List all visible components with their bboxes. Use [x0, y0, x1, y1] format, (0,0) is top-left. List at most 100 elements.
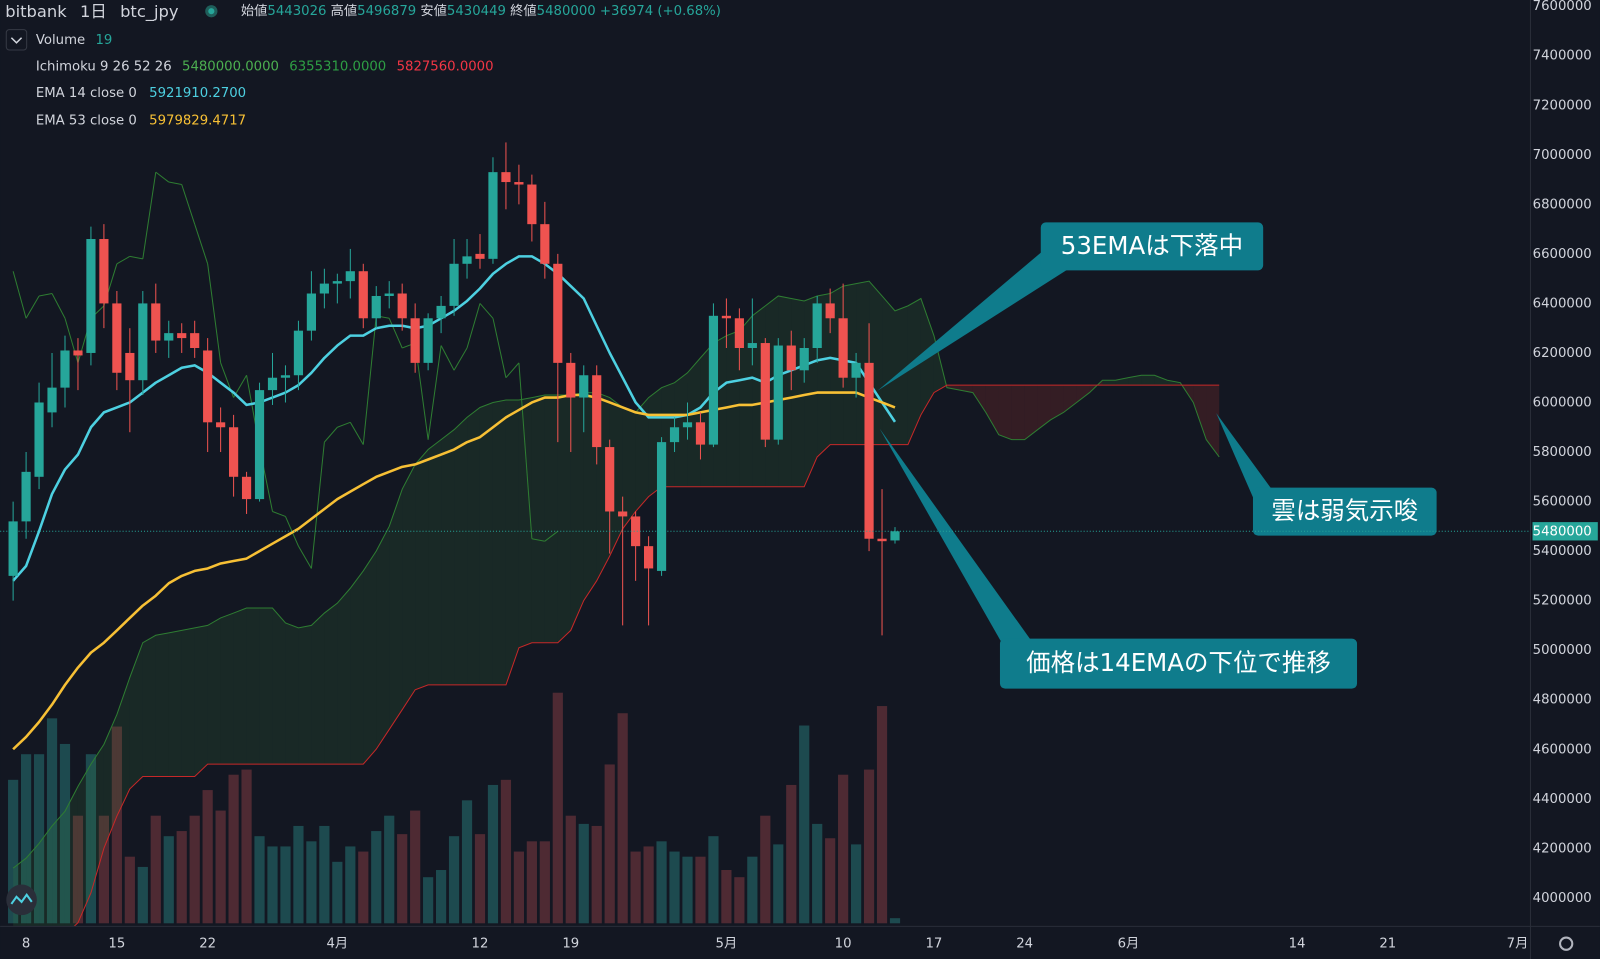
volume-bar [643, 846, 654, 924]
callout-box [1040, 222, 1264, 271]
cloud-segment [985, 385, 999, 435]
y-tick-label: 5800000 [1533, 445, 1592, 460]
lagging-span [272, 510, 286, 517]
candle-body [358, 271, 368, 319]
candles [8, 142, 900, 636]
volume-pane [8, 692, 901, 924]
close-value: 5480000 [537, 4, 596, 19]
candle-body [721, 315, 731, 319]
span-a-line [12, 280, 1220, 869]
ichimoku-value: 6355310.0000 [289, 59, 386, 74]
cloud-segment [129, 642, 143, 789]
volume-bar [500, 779, 512, 924]
candle-body [203, 350, 213, 423]
cloud-segment [389, 489, 403, 730]
candle-body [267, 377, 278, 391]
cloud-segment [1128, 375, 1142, 386]
cloud-segment [479, 402, 493, 685]
ema-line [12, 391, 896, 751]
cloud-segment [116, 677, 130, 817]
candle-body [241, 476, 252, 500]
candle-body [332, 281, 342, 284]
volume-bar [254, 836, 265, 924]
cloud-segment [233, 608, 247, 765]
candle-body [280, 375, 291, 378]
candle-body [644, 546, 654, 569]
open-value: 5443026 [267, 4, 326, 19]
x-tick-label: 17 [925, 937, 942, 952]
candle-body [345, 271, 355, 282]
volume-bar [682, 856, 693, 924]
volume-bar [513, 851, 525, 924]
cloud-segment [544, 395, 558, 643]
cloud-segment [441, 429, 455, 685]
callout-pointer [877, 250, 1070, 391]
cloud-segment [220, 613, 234, 765]
collapse-button[interactable] [5, 29, 28, 51]
volume-bar [461, 800, 473, 924]
candle-body [436, 305, 446, 319]
close-label: 終値 [510, 3, 537, 19]
cloud-segment [1193, 385, 1207, 440]
cloud-segment [972, 385, 986, 413]
candle-body [656, 442, 667, 571]
interval: 1日 [80, 2, 107, 21]
volume-bar [59, 743, 71, 924]
cloud-segment [1141, 375, 1155, 386]
volume-bar [267, 846, 278, 924]
logo[interactable] [6, 884, 37, 916]
cloud-segment [998, 385, 1012, 440]
lagging-span [466, 303, 481, 349]
cloud-segment [687, 357, 701, 487]
lagging-span [544, 530, 559, 542]
candle-body [21, 471, 31, 522]
lagging-span [310, 442, 325, 569]
candle-body [60, 350, 70, 388]
cloud-segment [142, 635, 156, 777]
cloud-segment [1115, 377, 1129, 386]
cloud-segment [324, 603, 338, 765]
candle-body [579, 375, 589, 398]
lagging-span [337, 421, 351, 428]
candle-body [553, 263, 563, 363]
candle-body [254, 390, 265, 500]
cloud-segment [181, 627, 195, 777]
callout-pointer [1216, 413, 1272, 502]
lagging-span [297, 545, 312, 569]
logo-mark [10, 892, 33, 905]
y-tick-label: 7200000 [1533, 98, 1592, 113]
cloud-segment [882, 295, 896, 445]
callout-text: 価格は14EMAの下位で推移 [1026, 648, 1331, 677]
candle-body [669, 427, 680, 443]
candle-body [605, 447, 615, 512]
cloud-segment [959, 385, 973, 393]
volume-bar [202, 790, 213, 924]
candle-body [423, 318, 433, 363]
cloud-segment [259, 608, 273, 765]
candle-body [216, 422, 226, 428]
lagging-span [388, 318, 403, 349]
cloud-segment [285, 622, 299, 765]
volume-bar [604, 764, 615, 924]
callout-box [1252, 487, 1437, 536]
cloud-segment [570, 392, 584, 631]
candle-body [618, 511, 628, 517]
cloud-segment [402, 464, 416, 710]
y-tick-label: 4400000 [1533, 792, 1592, 807]
settings-button[interactable] [1559, 936, 1574, 951]
plot-area [8, 142, 1220, 927]
x-tick-label: 5月 [716, 937, 738, 952]
ichimoku-legend: Ichimoku 9 26 52 26 5480000.0000 6355310… [36, 59, 494, 74]
volume-bar [371, 831, 382, 924]
volume-bar [565, 815, 576, 924]
volume-bar [669, 851, 680, 924]
cloud-segment [557, 395, 571, 643]
volume-bar [617, 713, 628, 924]
y-tick-label: 6800000 [1533, 197, 1592, 212]
high-label: 高値 [331, 2, 358, 19]
volume-bar [280, 846, 291, 924]
lagging-span [349, 422, 364, 445]
ema53-name: EMA 53 close 0 [36, 113, 137, 128]
